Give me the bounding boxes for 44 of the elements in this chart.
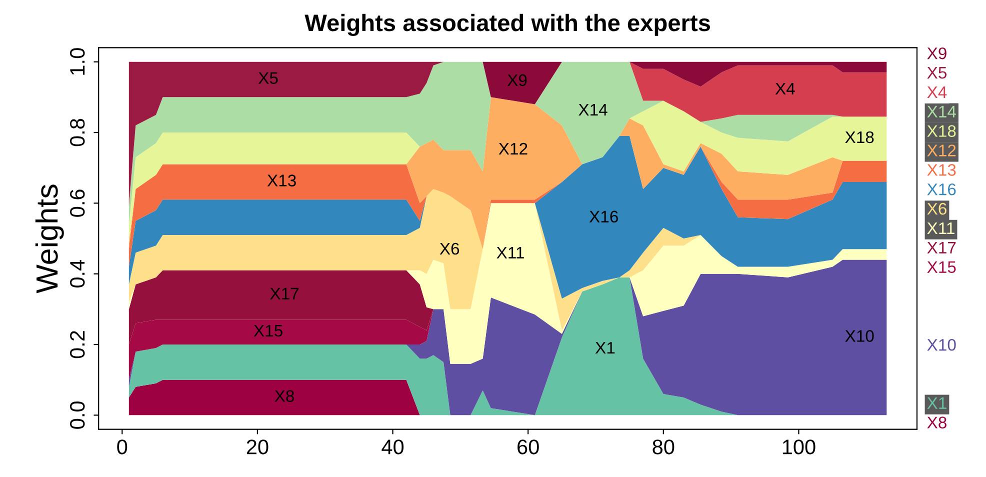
text: X5: [927, 67, 946, 79]
y-tick-label: 1.0: [70, 48, 85, 75]
x-tick-label: 0: [117, 440, 128, 454]
series-label: X10: [845, 330, 874, 342]
y-tick-label: 0.0: [70, 402, 85, 429]
series-label: X9: [507, 74, 527, 86]
text: X15: [927, 261, 956, 274]
text: X14: [927, 106, 956, 118]
x-tick-label: 40: [382, 440, 404, 454]
series-label: X12: [498, 142, 528, 155]
y-tick-label: 0.8: [70, 118, 85, 146]
text: X18: [927, 125, 956, 137]
series-label: X8: [274, 390, 294, 402]
text: X8: [927, 416, 946, 428]
y-axis-title: Weights: [35, 184, 64, 294]
series-label: X15: [254, 324, 282, 337]
y-tick-label: 0.2: [70, 331, 85, 358]
text: X11: [927, 222, 954, 234]
series-label: X5: [258, 72, 278, 84]
series-label: X17: [270, 288, 299, 300]
text: X9: [927, 47, 946, 60]
x-tick-label: 60: [518, 440, 539, 454]
x-tick-label: 80: [652, 440, 674, 454]
series-label: X4: [775, 82, 795, 94]
series-label: X13: [267, 174, 296, 186]
text: X16: [927, 183, 956, 196]
series-label: X6: [440, 242, 460, 255]
series-label: X14: [578, 104, 608, 116]
series-label: X18: [845, 131, 874, 144]
text: X6: [927, 202, 946, 215]
text: X17: [927, 242, 956, 254]
y-tick-label: 0.4: [70, 260, 85, 288]
y-tick-label: 0.6: [70, 190, 85, 217]
series-label: X16: [589, 210, 618, 223]
text: X10: [927, 338, 956, 351]
text: X4: [927, 86, 947, 98]
x-tick-label: 100: [782, 440, 816, 454]
text: X1: [927, 397, 946, 409]
chart-title: Weights associated with the experts: [304, 14, 710, 36]
series-label: X1: [595, 342, 615, 354]
text: X13: [927, 164, 956, 176]
series-label: X11: [496, 246, 524, 258]
text: X12: [927, 144, 956, 156]
x-tick-label: 20: [246, 440, 268, 454]
